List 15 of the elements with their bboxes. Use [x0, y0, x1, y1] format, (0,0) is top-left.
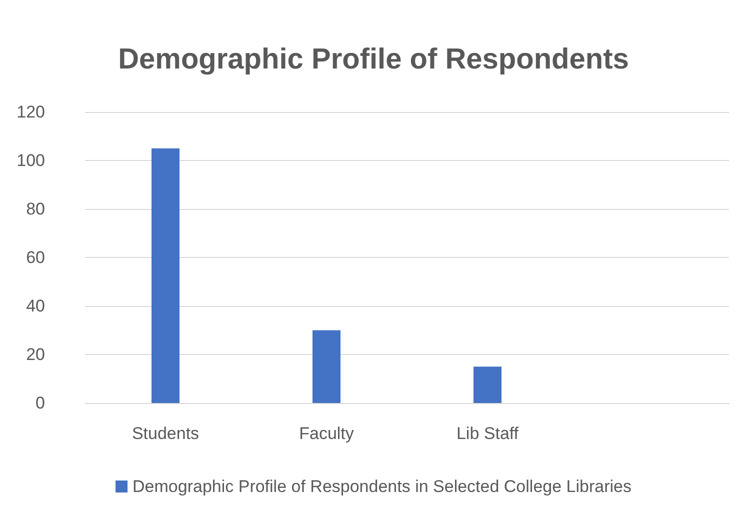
y-tick-label: 120: [16, 102, 45, 122]
bar: [474, 366, 502, 403]
y-tick-label: 0: [36, 394, 45, 412]
x-tick-label: Students: [132, 424, 200, 443]
y-tick-label: 60: [26, 248, 45, 267]
x-tick-label: Faculty: [299, 424, 354, 443]
y-tick-label: 80: [26, 200, 45, 218]
bar: [152, 148, 180, 403]
y-tick-label: 100: [16, 151, 45, 170]
x-tick-label: Lib Staff: [456, 424, 519, 443]
y-tick-label: 20: [26, 345, 45, 364]
chart-title: Demographic Profile of Respondents: [118, 44, 629, 76]
legend-label: Demographic Profile of Respondents in Selected College Libraries: [132, 477, 632, 496]
bar: [312, 330, 340, 403]
y-tick-label: 40: [26, 296, 45, 316]
